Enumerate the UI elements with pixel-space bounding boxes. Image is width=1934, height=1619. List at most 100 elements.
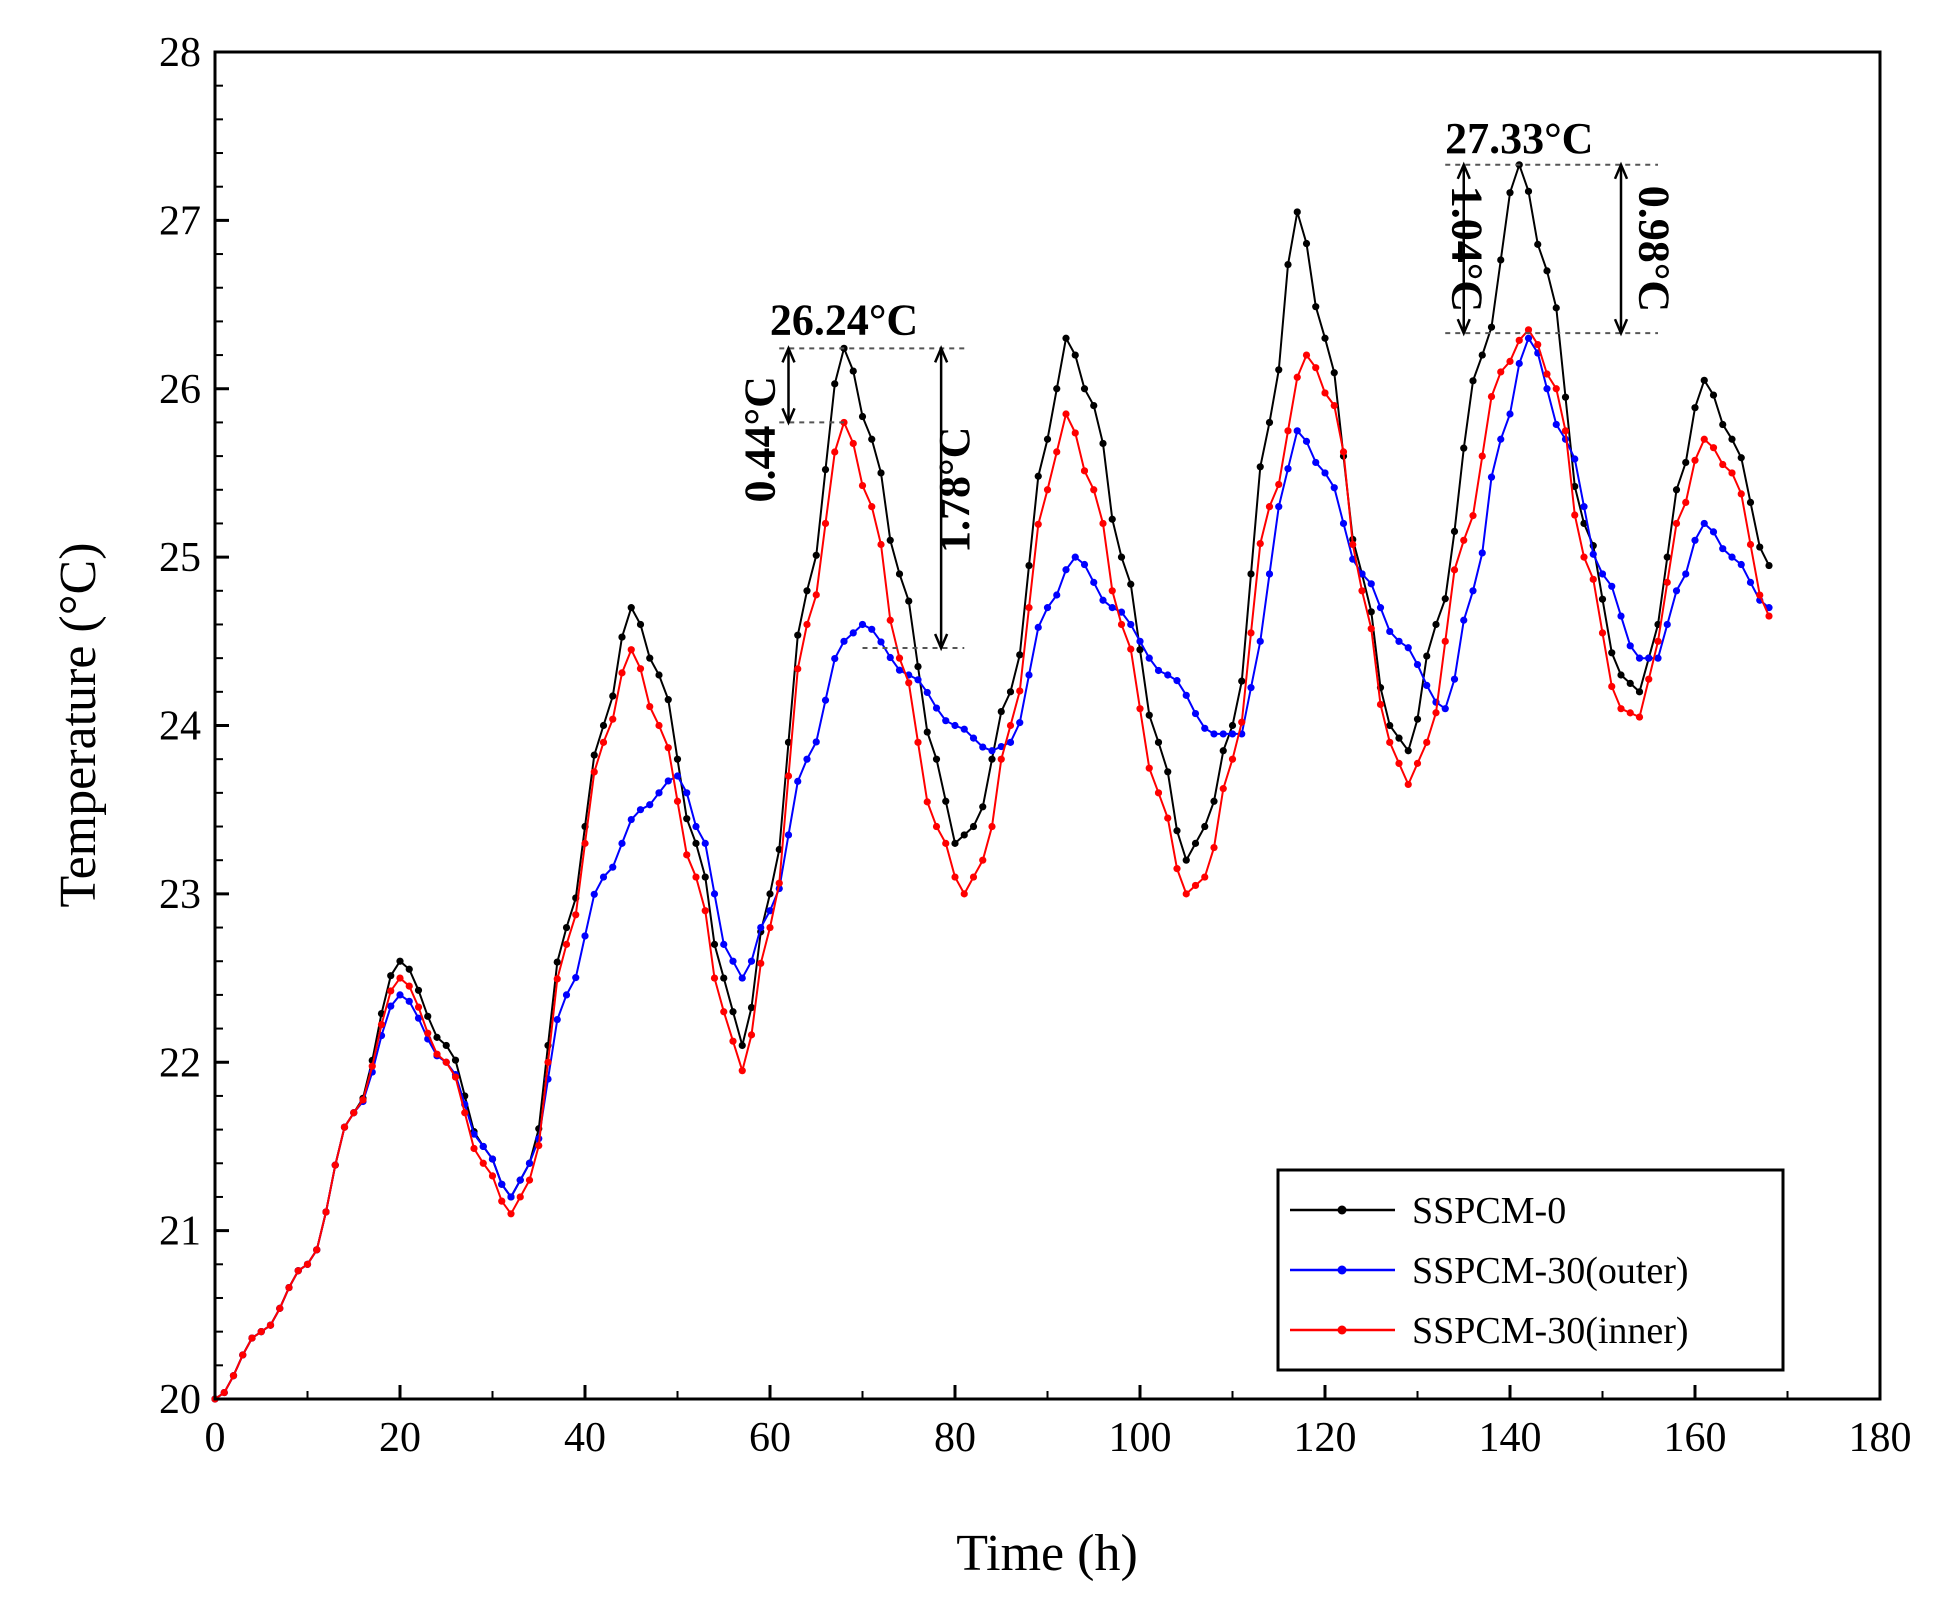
data-point xyxy=(1117,553,1126,561)
data-point xyxy=(858,412,867,421)
data-point xyxy=(1663,620,1671,629)
data-point xyxy=(1034,623,1042,631)
data-point xyxy=(766,923,774,932)
data-point xyxy=(1349,540,1357,549)
data-point xyxy=(1571,455,1579,463)
data-point xyxy=(1034,520,1042,528)
data-point xyxy=(886,616,894,624)
data-point xyxy=(1552,385,1560,393)
data-point xyxy=(1756,543,1764,551)
data-point xyxy=(1386,627,1394,636)
data-point xyxy=(1071,553,1079,561)
data-point xyxy=(1127,580,1135,588)
legend-label: SSPCM-0 xyxy=(1412,1190,1566,1232)
data-point xyxy=(1016,687,1024,695)
data-point xyxy=(1265,570,1274,578)
data-point xyxy=(1358,570,1366,578)
data-point xyxy=(701,907,709,915)
data-point xyxy=(414,986,423,994)
data-point xyxy=(1432,709,1440,717)
data-point xyxy=(1497,368,1505,376)
data-point xyxy=(1339,519,1348,528)
data-point xyxy=(1016,719,1024,727)
data-point xyxy=(1367,625,1375,633)
data-point xyxy=(1006,688,1015,696)
data-point xyxy=(1728,469,1736,477)
data-point xyxy=(1136,705,1144,713)
data-point xyxy=(414,1003,423,1011)
data-point xyxy=(803,755,811,763)
data-point xyxy=(1201,873,1209,881)
data-point xyxy=(1746,540,1755,549)
data-point xyxy=(387,987,395,995)
data-point xyxy=(1608,582,1616,590)
x-tick-label: 100 xyxy=(1109,1415,1172,1461)
data-point xyxy=(553,975,561,983)
data-point xyxy=(1709,391,1718,399)
data-point xyxy=(1413,759,1422,767)
data-point xyxy=(979,743,987,751)
data-point xyxy=(1228,755,1237,763)
data-point xyxy=(868,503,876,511)
data-point xyxy=(1423,652,1431,660)
data-point xyxy=(951,873,959,881)
data-point xyxy=(1654,654,1662,662)
data-point xyxy=(1534,340,1542,349)
data-point xyxy=(1099,596,1107,604)
annotation-label: 1.78°C xyxy=(930,427,979,553)
data-point xyxy=(969,873,978,881)
data-point xyxy=(738,1067,746,1075)
data-point xyxy=(1469,512,1477,520)
data-point xyxy=(1404,780,1412,789)
data-point xyxy=(932,822,941,831)
data-point xyxy=(1469,587,1477,595)
data-point xyxy=(664,744,672,752)
data-point xyxy=(1756,591,1764,599)
data-point xyxy=(886,536,894,544)
data-point xyxy=(1302,351,1311,359)
data-point xyxy=(368,1062,376,1070)
data-point xyxy=(1256,539,1264,548)
data-point xyxy=(1376,604,1385,612)
data-point xyxy=(1080,385,1089,393)
data-point xyxy=(951,839,959,847)
data-point xyxy=(1700,519,1708,528)
arrow-head xyxy=(1456,318,1471,337)
data-point xyxy=(405,997,413,1005)
data-point xyxy=(590,768,598,776)
data-point xyxy=(1432,620,1440,629)
data-point xyxy=(1247,570,1255,578)
data-point xyxy=(479,1142,487,1151)
x-axis-title: Time (h) xyxy=(956,1525,1138,1582)
data-point xyxy=(525,1176,534,1184)
data-point xyxy=(1108,604,1116,612)
data-point xyxy=(303,1260,312,1268)
data-point xyxy=(1580,503,1588,511)
data-point xyxy=(1450,566,1459,574)
data-point xyxy=(1071,351,1079,359)
data-point xyxy=(1321,334,1329,342)
data-point xyxy=(969,822,978,831)
data-point xyxy=(803,620,811,629)
data-point xyxy=(840,637,848,645)
data-point xyxy=(1173,677,1181,685)
arrow-head xyxy=(933,633,949,652)
data-point xyxy=(1404,747,1412,755)
data-point xyxy=(618,669,626,677)
legend-marker xyxy=(1337,1265,1347,1275)
data-point xyxy=(710,940,719,948)
data-point xyxy=(1293,208,1301,216)
data-point xyxy=(1210,843,1218,852)
x-tick-label: 140 xyxy=(1479,1415,1542,1461)
axes-layer: 0 20 40 60 80 100 120 140 160 1802021222324252627… xyxy=(159,30,1912,1461)
data-point xyxy=(784,831,793,839)
arrow-head xyxy=(781,407,796,426)
data-point xyxy=(1719,545,1727,553)
data-point xyxy=(1626,679,1634,688)
data-point xyxy=(479,1159,487,1167)
data-point xyxy=(655,671,663,679)
data-point xyxy=(1062,334,1070,342)
data-point xyxy=(1552,420,1560,429)
data-point xyxy=(1635,713,1644,721)
data-point xyxy=(960,725,968,733)
